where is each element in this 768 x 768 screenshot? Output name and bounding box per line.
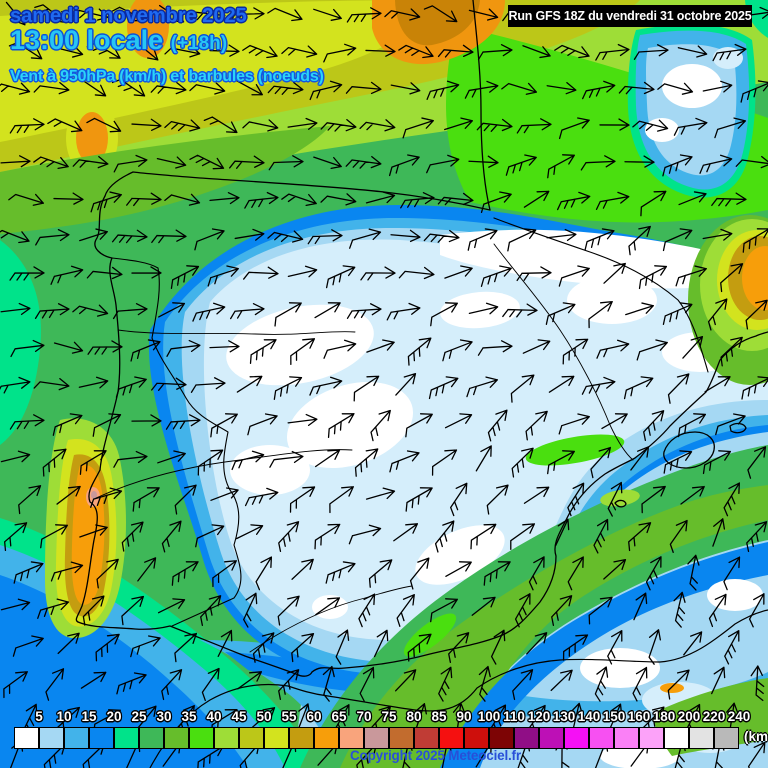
copyright-label: Copyright 2025 Meteociel.fr (350, 748, 521, 763)
run-info-label: Run GFS 18Z du vendredi 31 octobre 2025 (508, 9, 752, 23)
run-info-box: Run GFS 18Z du vendredi 31 octobre 2025 (508, 5, 752, 27)
